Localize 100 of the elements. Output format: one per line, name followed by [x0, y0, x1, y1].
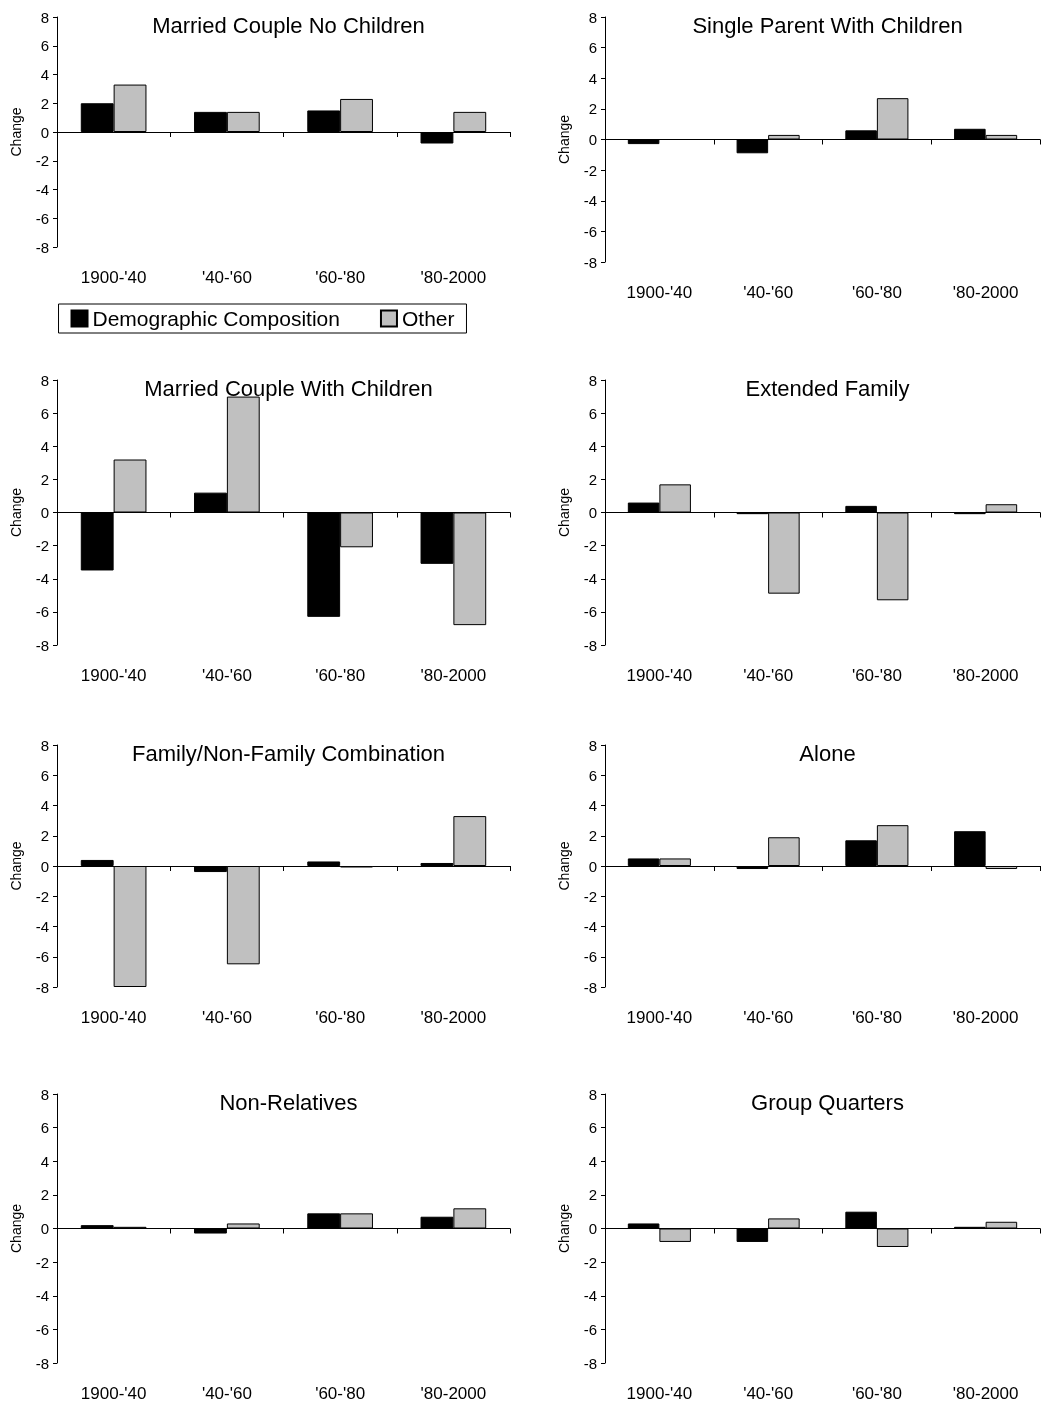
y-axis-title: Change [8, 487, 24, 538]
x-tick-label: '60-'80 [851, 666, 902, 685]
chart-title: Group Quarters [751, 1089, 904, 1115]
y-tick-label: -4 [583, 192, 597, 210]
y-tick-label: -4 [35, 1287, 49, 1305]
y-tick-label: 0 [40, 1220, 49, 1237]
y-tick-label: -8 [583, 978, 597, 996]
x-tick-label: 1900-'40 [80, 268, 147, 287]
chart-title: Non-Relatives [219, 1089, 358, 1115]
y-tick-label: -2 [35, 887, 49, 905]
y-tick-label: 2 [40, 470, 49, 488]
chart-title: Single Parent With Children [692, 12, 963, 38]
y-tick-label: -4 [35, 181, 49, 198]
y-axis-title: Change [556, 841, 572, 891]
y-tick-label: 8 [40, 8, 49, 26]
y-axis-title: Change [8, 107, 24, 157]
y-tick-label: 6 [588, 1119, 597, 1137]
y-tick-label: 4 [588, 69, 597, 87]
y-tick-label: -8 [35, 238, 49, 256]
y-axis-title: Change [556, 114, 572, 165]
y-tick-label: -8 [35, 978, 49, 996]
x-tick-label: '80-2000 [420, 1384, 487, 1403]
x-tick-label: 1900-'40 [626, 283, 693, 302]
y-tick-label: 4 [588, 797, 597, 814]
y-tick-label: 6 [40, 1119, 49, 1137]
y-tick-label: 0 [588, 131, 597, 148]
y-tick-label: 4 [588, 437, 597, 455]
x-tick-label: '40-'60 [743, 1384, 794, 1403]
y-axis-title: Change [556, 487, 572, 538]
y-tick-label: -2 [35, 152, 49, 170]
y-tick-label: -8 [35, 1354, 49, 1372]
x-tick-label: 1900-'40 [80, 1008, 147, 1027]
y-tick-label: -2 [583, 161, 597, 179]
y-tick-label: -6 [35, 603, 49, 621]
y-tick-label: -2 [583, 537, 597, 555]
x-tick-label: 1900-'40 [80, 1384, 147, 1403]
x-tick-label: 1900-'40 [626, 1384, 693, 1403]
chart-title: Married Couple With Children [144, 375, 433, 401]
y-tick-label: 6 [40, 404, 49, 422]
y-tick-label: 4 [40, 66, 49, 83]
y-tick-label: 8 [40, 1085, 49, 1103]
y-tick-label: 8 [40, 736, 49, 754]
y-tick-label: 2 [40, 1186, 49, 1204]
y-tick-label: 8 [588, 1085, 597, 1103]
y-tick-label: -4 [35, 570, 49, 588]
y-tick-label: 0 [588, 857, 597, 875]
y-tick-label: -2 [583, 887, 597, 905]
y-tick-label: 6 [588, 766, 597, 784]
y-axis-title: Change [8, 1203, 24, 1254]
x-tick-label: 1900-'40 [626, 1008, 693, 1027]
x-tick-label: '80-2000 [952, 1008, 1019, 1027]
y-tick-label: -2 [35, 1253, 49, 1271]
y-tick-label: 6 [588, 39, 597, 57]
chart-title: Married Couple No Children [152, 12, 425, 38]
legend-label: Other [401, 307, 455, 330]
y-tick-label: 4 [40, 437, 49, 455]
y-tick-label: 8 [588, 8, 597, 26]
y-tick-label: -4 [583, 918, 597, 935]
x-tick-label: '40-'60 [743, 666, 794, 685]
y-tick-label: 0 [40, 857, 49, 875]
y-axis-title: Change [8, 841, 24, 891]
x-tick-label: '60-'80 [851, 1008, 902, 1027]
chart-title: Family/Non-Family Combination [132, 740, 445, 766]
x-tick-label: '80-2000 [952, 283, 1019, 302]
y-tick-label: -4 [583, 570, 597, 588]
x-tick-label: '40-'60 [201, 1384, 252, 1403]
y-tick-label: 2 [588, 1186, 597, 1204]
legend-label: Demographic Composition [92, 307, 340, 330]
x-tick-label: '80-2000 [420, 1008, 487, 1027]
y-tick-label: 8 [40, 371, 49, 389]
x-tick-label: '80-2000 [420, 268, 487, 287]
x-tick-label: '60-'80 [315, 666, 366, 685]
y-tick-label: -2 [35, 537, 49, 555]
x-tick-label: '40-'60 [743, 283, 794, 302]
y-tick-label: -6 [583, 1320, 597, 1338]
y-tick-label: 6 [40, 37, 49, 55]
y-tick-label: 8 [588, 371, 597, 389]
x-tick-label: '40-'60 [201, 1008, 252, 1027]
y-tick-label: 4 [588, 1152, 597, 1170]
y-tick-label: 2 [40, 94, 49, 112]
x-tick-label: '80-2000 [420, 666, 487, 685]
y-tick-label: 4 [40, 797, 49, 814]
y-tick-label: 2 [588, 100, 597, 118]
y-tick-label: 0 [588, 1220, 597, 1237]
x-tick-label: '40-'60 [201, 268, 252, 287]
y-tick-label: 2 [40, 827, 49, 845]
y-tick-label: 4 [40, 1152, 49, 1170]
x-tick-label: '60-'80 [851, 1384, 902, 1403]
y-tick-label: -8 [583, 1354, 597, 1372]
x-tick-label: '60-'80 [315, 268, 366, 287]
x-tick-label: '80-2000 [952, 666, 1019, 685]
y-tick-label: -6 [35, 1320, 49, 1338]
x-tick-label: 1900-'40 [626, 666, 693, 685]
y-tick-label: 6 [40, 766, 49, 784]
y-tick-label: -6 [583, 603, 597, 621]
y-tick-label: -8 [583, 253, 597, 271]
y-tick-label: 8 [588, 736, 597, 754]
y-tick-label: 6 [588, 404, 597, 422]
y-tick-label: 0 [588, 504, 597, 521]
chart-title: Alone [799, 740, 856, 766]
